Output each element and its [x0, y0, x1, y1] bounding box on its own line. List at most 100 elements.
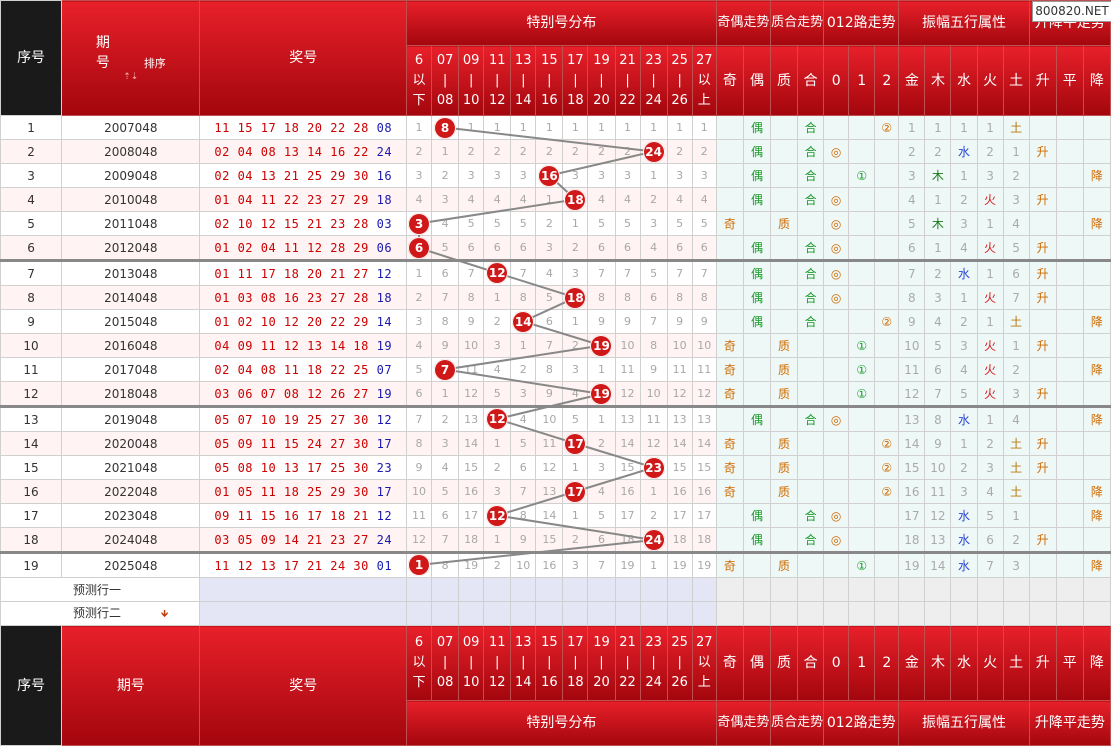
prediction-attr-cell[interactable]: [769, 577, 799, 602]
prediction-bin-cell[interactable]: [458, 601, 485, 626]
bin-header-11[interactable]: 27 以上: [691, 625, 717, 701]
prediction-attr-cell[interactable]: [769, 601, 799, 626]
bin-header-10[interactable]: 25 | 26: [666, 45, 693, 116]
prediction-attr-cell[interactable]: [1028, 601, 1057, 626]
bin-cell: 3: [431, 431, 460, 456]
prediction-attr-cell[interactable]: [924, 601, 952, 626]
bin-header-1[interactable]: 07 | 08: [431, 45, 460, 116]
prediction-bin-cell[interactable]: [614, 601, 641, 626]
bin-header-7[interactable]: 19 | 20: [587, 625, 616, 701]
prediction-attr-cell[interactable]: [715, 601, 744, 626]
row-numbers: 05 09 11 15 24 27 30 17: [199, 431, 407, 456]
prediction-bin-cell[interactable]: [666, 577, 693, 602]
wuxing-cell: 10: [898, 333, 926, 358]
prediction-attr-cell[interactable]: [898, 601, 926, 626]
prediction-number-cell[interactable]: [199, 601, 407, 626]
bin-header-6[interactable]: 17 | 18: [562, 45, 589, 116]
prediction-attr-cell[interactable]: [1082, 577, 1111, 602]
bin-header-4[interactable]: 13 | 14: [510, 45, 537, 116]
prediction-attr-cell[interactable]: [1055, 601, 1084, 626]
prediction-attr-cell[interactable]: [742, 577, 772, 602]
prediction-attr-cell[interactable]: [848, 601, 876, 626]
prediction-bin-cell[interactable]: [510, 577, 537, 602]
bin-header-2[interactable]: 09 | 10: [458, 45, 485, 116]
period-header[interactable]: 期号 排序 ⇡⇣: [61, 0, 201, 116]
prediction-label[interactable]: 预测行一: [0, 577, 201, 602]
prediction-bin-cell[interactable]: [405, 577, 433, 602]
prediction-bin-cell[interactable]: [405, 601, 433, 626]
prediction-bin-cell[interactable]: [562, 601, 589, 626]
prediction-bin-cell[interactable]: [614, 577, 641, 602]
bin-header-9[interactable]: 23 | 24: [639, 45, 668, 116]
bin-header-0[interactable]: 6 以下: [405, 45, 433, 116]
prediction-bin-cell[interactable]: [431, 577, 460, 602]
road-cell: [874, 139, 900, 164]
bin-header-9[interactable]: 23 | 24: [639, 625, 668, 701]
prediction-row[interactable]: 预测行一: [0, 577, 1111, 602]
bin-header-7[interactable]: 19 | 20: [587, 45, 616, 116]
prediction-bin-cell[interactable]: [483, 601, 512, 626]
prediction-bin-cell[interactable]: [431, 601, 460, 626]
prediction-bin-cell[interactable]: [639, 577, 668, 602]
prediction-attr-cell[interactable]: [823, 577, 850, 602]
prediction-row[interactable]: 预测行二 🡻: [0, 601, 1111, 626]
bin-header-mid: |: [547, 655, 552, 670]
prediction-number-cell[interactable]: [199, 577, 407, 602]
bin-header-5[interactable]: 15 | 16: [535, 45, 564, 116]
bin-cell: 8: [431, 309, 460, 334]
prediction-attr-cell[interactable]: [874, 577, 900, 602]
bin-header-5[interactable]: 15 | 16: [535, 625, 564, 701]
prediction-attr-cell[interactable]: [950, 577, 978, 602]
prediction-bin-cell[interactable]: [458, 577, 485, 602]
prediction-attr-cell[interactable]: [950, 601, 978, 626]
bin-header-6[interactable]: 17 | 18: [562, 625, 589, 701]
prediction-bin-cell[interactable]: [587, 601, 616, 626]
bin-header-4[interactable]: 13 | 14: [510, 625, 537, 701]
prediction-attr-cell[interactable]: [1082, 601, 1111, 626]
prediction-label[interactable]: 预测行二 🡻: [0, 601, 201, 626]
bin-cell: 16: [535, 551, 564, 578]
prediction-attr-cell[interactable]: [848, 577, 876, 602]
prediction-attr-cell[interactable]: [976, 601, 1004, 626]
prediction-bin-cell[interactable]: [535, 601, 564, 626]
prediction-attr-cell[interactable]: [797, 601, 825, 626]
prediction-bin-cell[interactable]: [587, 577, 616, 602]
prediction-bin-cell[interactable]: [535, 577, 564, 602]
prediction-bin-cell[interactable]: [691, 601, 717, 626]
prediction-attr-cell[interactable]: [924, 577, 952, 602]
prediction-bin-cell[interactable]: [639, 601, 668, 626]
sort-button[interactable]: 排序 ⇡⇣: [63, 57, 199, 83]
prediction-attr-cell[interactable]: [976, 577, 1004, 602]
prediction-bin-cell[interactable]: [666, 601, 693, 626]
bin-header-bot: 上: [697, 675, 711, 690]
wuxing-cell: 14: [898, 431, 926, 456]
prediction-bin-cell[interactable]: [691, 577, 717, 602]
bin-header-bot: 12: [488, 92, 506, 108]
bin-header-3[interactable]: 11 | 12: [483, 625, 512, 701]
bin-header-1[interactable]: 07 | 08: [431, 625, 460, 701]
prediction-bin-cell[interactable]: [562, 577, 589, 602]
prediction-attr-cell[interactable]: [898, 577, 926, 602]
bin-header-11[interactable]: 27 以上: [691, 45, 717, 116]
prediction-attr-cell[interactable]: [715, 577, 744, 602]
bin-header-8[interactable]: 21 | 22: [614, 625, 641, 701]
prediction-attr-cell[interactable]: [874, 601, 900, 626]
bin-header-8[interactable]: 21 | 22: [614, 45, 641, 116]
bin-header-3[interactable]: 11 | 12: [483, 45, 512, 116]
bin-header-10[interactable]: 25 | 26: [666, 625, 693, 701]
prediction-attr-cell[interactable]: [823, 601, 850, 626]
arrow-down-icon[interactable]: 🡻: [161, 609, 169, 620]
bin-header-2[interactable]: 09 | 10: [458, 625, 485, 701]
prediction-bin-cell[interactable]: [483, 577, 512, 602]
prediction-attr-cell[interactable]: [742, 601, 772, 626]
prediction-attr-cell[interactable]: [797, 577, 825, 602]
prediction-attr-cell[interactable]: [1002, 601, 1030, 626]
wuxing-cell: 7: [1002, 285, 1030, 310]
prediction-bin-cell[interactable]: [510, 601, 537, 626]
special-number: 17: [376, 484, 393, 499]
bin-header-0[interactable]: 6 以下: [405, 625, 433, 701]
prediction-attr-cell[interactable]: [1028, 577, 1057, 602]
prediction-attr-cell[interactable]: [1055, 577, 1084, 602]
prediction-attr-cell[interactable]: [1002, 577, 1030, 602]
odd-cell: 奇: [715, 455, 744, 480]
